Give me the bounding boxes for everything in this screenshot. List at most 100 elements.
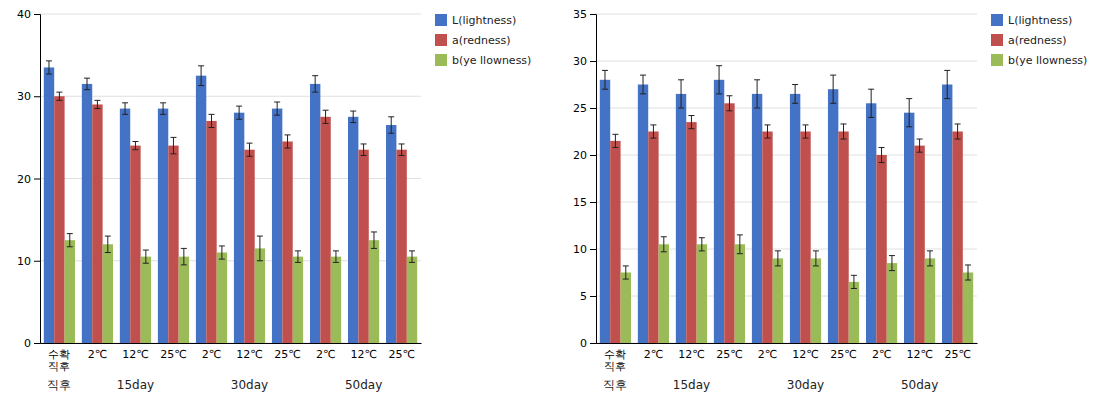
bar (610, 141, 620, 343)
bar (168, 146, 178, 343)
x-tick: 2℃ (88, 348, 107, 361)
bar (92, 104, 102, 343)
bar (217, 253, 227, 343)
y-tick-label: 40 (17, 8, 31, 21)
error-bar (944, 70, 950, 98)
error-bar (917, 139, 923, 152)
bar (65, 240, 75, 343)
error-bar (602, 70, 608, 89)
bar (310, 84, 320, 343)
y-tick-mark (590, 343, 596, 344)
bar (130, 146, 140, 343)
error-bar (94, 100, 100, 108)
y-tick-mark (34, 179, 40, 180)
grid-line (596, 108, 977, 109)
x-tick-label-line: 2℃ (758, 348, 777, 361)
y-tick-mark (590, 296, 596, 297)
x-tick: 수확직후 (48, 348, 70, 374)
x-tick: 12℃ (906, 348, 932, 361)
error-bar (56, 92, 62, 100)
bar-series (621, 244, 974, 343)
bar (963, 273, 973, 344)
bar (320, 117, 330, 343)
y-tick: 30 (17, 90, 40, 103)
bar (762, 132, 772, 344)
bar (120, 109, 130, 343)
bar (396, 150, 406, 343)
y-tick-mark (34, 343, 40, 344)
y-tick: 0 (580, 337, 596, 350)
y-tick: 25 (573, 102, 596, 115)
period-label: 15day (673, 378, 710, 392)
x-tick-label-line: 2℃ (644, 348, 663, 361)
x-tick-label-line: 직후 (48, 360, 70, 373)
bar (648, 132, 658, 344)
bar (952, 132, 962, 344)
y-tick-label: 10 (17, 255, 31, 268)
bar (358, 150, 368, 343)
error-bar (333, 251, 339, 263)
x-axis: 수확직후2℃12℃25℃2℃12℃25℃2℃12℃25℃ (41, 344, 422, 374)
legend-item: b(ye llowness) (991, 54, 1087, 67)
plot-area (600, 66, 973, 343)
x-tick-label: 25℃ (388, 348, 414, 361)
x-tick: 25℃ (388, 348, 414, 361)
bar (676, 94, 686, 343)
period-label: 30day (787, 378, 824, 392)
bar (331, 257, 341, 343)
x-tick-label: 2℃ (758, 348, 777, 361)
legend-label: a(redness) (1008, 34, 1067, 47)
error-bar (688, 116, 694, 129)
bar (724, 103, 734, 343)
x-axis: 수확직후2℃12℃25℃2℃12℃25℃2℃12℃25℃ (597, 344, 978, 374)
y-tick-mark (590, 108, 596, 109)
x-tick-label: 12℃ (906, 348, 932, 361)
error-bar (170, 137, 176, 153)
error-bar (830, 75, 836, 103)
period-label: 50day (345, 378, 382, 392)
error-bar (889, 256, 895, 271)
x-tick-label-line: 25℃ (388, 348, 414, 361)
grid-line (40, 96, 421, 97)
legend-item: L(lightness) (435, 14, 516, 27)
legend-swatch (435, 34, 447, 46)
bar (600, 80, 610, 343)
chart-svg: 010203040수확직후2℃12℃25℃2℃12℃25℃2℃12℃25℃직후1… (0, 0, 1112, 409)
x-tick-label: 25℃ (944, 348, 970, 361)
y-tick-label: 0 (24, 337, 31, 350)
error-bar (257, 236, 263, 261)
x-tick-label-line: 12℃ (350, 348, 376, 361)
x-tick: 2℃ (316, 348, 335, 361)
bar (272, 109, 282, 343)
y-tick-label: 0 (580, 337, 587, 350)
bar (735, 244, 745, 343)
error-bar (285, 135, 291, 148)
y-axis-line (590, 15, 597, 344)
error-bar (143, 250, 149, 263)
error-bar (612, 134, 618, 147)
y-axis: 05101520253035 (573, 8, 597, 350)
y-tick-mark (590, 61, 596, 62)
x-axis-line (597, 343, 978, 344)
bar (103, 244, 113, 343)
grid-line (596, 14, 977, 15)
period-labels: 직후15day30day50day (47, 378, 382, 392)
y-tick-label: 20 (573, 149, 587, 162)
x-tick-label: 2℃ (872, 348, 891, 361)
error-bar (754, 80, 760, 108)
bar (282, 141, 292, 343)
error-bar (399, 144, 405, 156)
error-bar (160, 103, 166, 115)
legend-swatch (991, 54, 1003, 66)
error-bar (716, 66, 722, 94)
bar-series (600, 80, 953, 343)
bar (638, 85, 648, 344)
x-tick-label: 2℃ (88, 348, 107, 361)
error-bar (247, 143, 253, 156)
x-tick-label: 12℃ (236, 348, 262, 361)
legend: L(lightness)a(redness)b(ye llowness) (991, 14, 1087, 67)
legend-swatch (435, 14, 447, 26)
x-tick: 2℃ (202, 348, 221, 361)
legend-item: b(ye llowness) (435, 54, 531, 67)
error-bar (841, 124, 847, 139)
